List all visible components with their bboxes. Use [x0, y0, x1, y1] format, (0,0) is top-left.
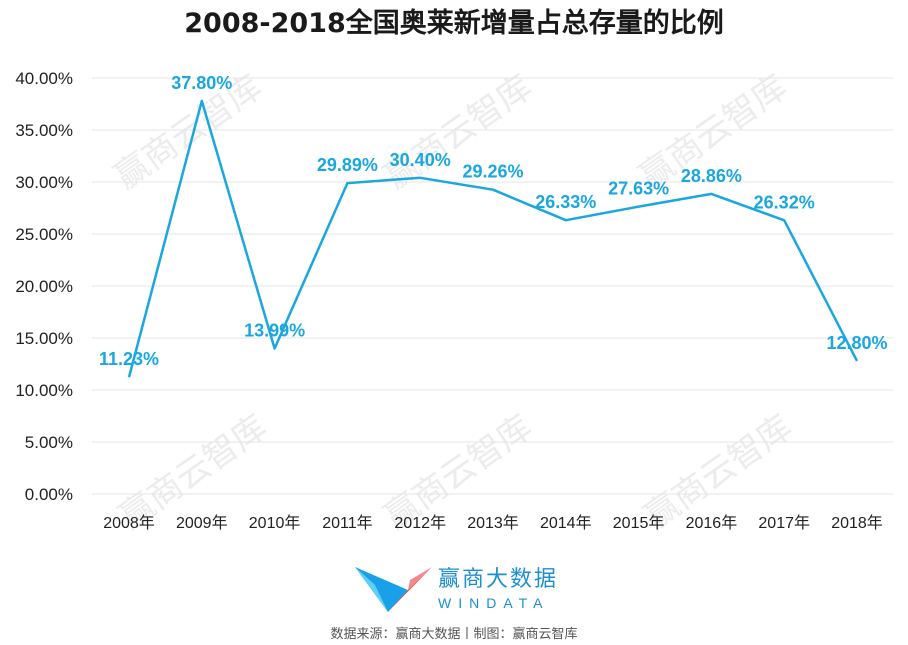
data-label: 26.33%: [535, 192, 596, 212]
y-tick-label: 35.00%: [15, 121, 73, 140]
x-axis-ticks: 2008年 2009年 2010年 2011年 2012年 2013年 2014年 2015年…: [103, 514, 883, 532]
y-tick-label: 30.00%: [15, 173, 73, 192]
x-tick-label: 2014年: [540, 514, 592, 532]
data-label: 11.23%: [99, 349, 159, 369]
grid: [92, 77, 893, 495]
watermarks: 赢商云智库 赢商云智库 赢商云智库 赢商云智库 赢商云智库 赢商云智库: [107, 67, 799, 537]
data-label: 29.89%: [317, 155, 378, 175]
data-labels: 11.23% 37.80% 13.99% 29.89% 30.40% 29.26% 26.3…: [99, 73, 888, 369]
x-tick-label: 2018年: [831, 514, 883, 532]
data-label: 29.26%: [462, 162, 523, 182]
y-axis-ticks: 0.00% 5.00% 10.00% 15.00% 20.00% 25.00% 30.00%…: [15, 69, 73, 504]
data-label: 37.80%: [171, 73, 232, 93]
data-label: 28.86%: [681, 166, 742, 186]
logo-name-en: WINDATA: [438, 595, 549, 611]
series: [127, 99, 859, 378]
y-tick-label: 15.00%: [15, 329, 73, 348]
series-line: [127, 99, 859, 378]
x-tick-label: 2008年: [103, 514, 155, 532]
x-tick-label: 2015年: [613, 514, 665, 532]
data-label: 27.63%: [608, 179, 669, 199]
logo-name-cn: 赢商大数据: [438, 567, 558, 592]
data-label: 26.32%: [754, 192, 815, 212]
x-tick-label: 2013年: [467, 514, 519, 532]
y-tick-label: 0.00%: [25, 485, 73, 504]
y-tick-label: 25.00%: [15, 225, 73, 244]
y-tick-label: 20.00%: [15, 277, 73, 296]
x-tick-label: 2017年: [758, 514, 810, 532]
data-label: 13.99%: [244, 321, 305, 341]
y-tick-label: 10.00%: [15, 381, 73, 400]
x-tick-label: 2009年: [176, 514, 228, 532]
y-tick-label: 40.00%: [15, 69, 73, 88]
data-label: 12.80%: [826, 333, 887, 353]
data-label: 30.40%: [390, 150, 451, 170]
chart-title: 2008-2018全国奥莱新增量占总存量的比例: [184, 7, 724, 39]
logo-icon: [355, 567, 432, 612]
x-tick-label: 2012年: [394, 514, 446, 532]
x-tick-label: 2011年: [322, 514, 372, 532]
y-tick-label: 5.00%: [25, 433, 73, 452]
source-note: 数据来源：赢商大数据丨制图：赢商云智库: [330, 626, 577, 642]
x-tick-label: 2016年: [686, 514, 738, 532]
logo: 赢商大数据 WINDATA: [355, 567, 558, 612]
x-tick-label: 2010年: [249, 514, 301, 532]
